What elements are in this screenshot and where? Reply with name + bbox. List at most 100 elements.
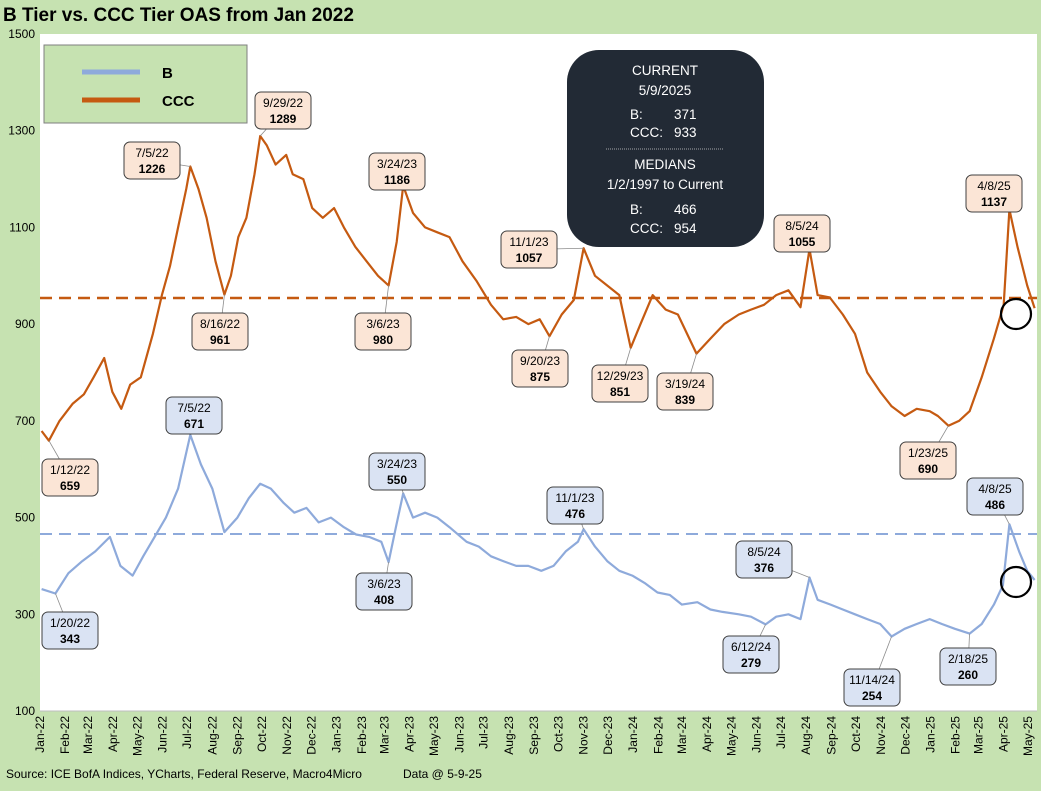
annotation-date: 1/23/25	[908, 446, 948, 460]
x-tick-label: Dec-22	[304, 716, 318, 755]
annotation-date: 7/5/22	[177, 401, 211, 415]
y-tick-label: 1500	[8, 27, 35, 41]
x-tick-label: May-25	[1021, 716, 1035, 756]
info-b-median-value: 466	[674, 202, 697, 217]
annotation-box	[165, 396, 223, 435]
annotation-box	[511, 349, 569, 388]
x-tick-label: Jan-25	[924, 716, 938, 753]
annotation-box	[939, 647, 997, 686]
annotation-box	[123, 141, 181, 180]
annotation-value: 376	[754, 561, 774, 575]
annotation-box	[191, 312, 249, 351]
annotation-value: 254	[862, 689, 882, 703]
y-tick-label: 500	[15, 511, 35, 525]
data-date-note: Data @ 5-9-25	[403, 767, 482, 781]
info-medians-range: 1/2/1997 to Current	[607, 177, 724, 192]
info-medians-heading: MEDIANS	[634, 157, 696, 172]
source-note: Source: ICE BofA Indices, YCharts, Feder…	[6, 767, 362, 781]
median-lines	[40, 296, 1037, 536]
annotation-box	[41, 611, 99, 650]
x-tick-label: Sep-23	[527, 716, 541, 755]
x-tick-label: Nov-23	[577, 716, 591, 755]
annotation-value: 671	[184, 417, 204, 431]
info-ccc-value: 933	[674, 125, 697, 140]
annotation-box	[368, 152, 426, 191]
annotation-date: 3/24/23	[377, 457, 417, 471]
x-tick-label: Feb-25	[949, 716, 963, 754]
legend: B CCC	[43, 44, 248, 124]
legend-b-label: B	[162, 65, 173, 82]
annotation-value: 961	[210, 333, 230, 347]
info-b-value: 371	[674, 107, 697, 122]
x-tick-label: Feb-22	[58, 716, 72, 754]
annotation-date: 6/12/24	[731, 640, 771, 654]
y-tick-label: 1100	[9, 220, 35, 234]
x-tick-label: Mar-24	[675, 716, 689, 754]
x-tick-label: Apr-24	[700, 716, 714, 752]
x-tick-label: Jan-23	[330, 716, 344, 753]
annotation-box	[254, 91, 312, 130]
annotation-value: 550	[387, 473, 407, 487]
info-ccc-median-label: CCC:	[630, 221, 663, 236]
x-tick-label: Aug-23	[502, 716, 516, 755]
annotation-value: 476	[565, 507, 585, 521]
y-tick-label: 900	[15, 317, 35, 331]
annotation-value: 1137	[981, 195, 1007, 209]
info-b-median-label: B:	[630, 202, 643, 217]
x-tick-label: Apr-23	[403, 716, 417, 752]
annotation-date: 1/12/22	[50, 463, 90, 477]
annotation-box	[965, 174, 1023, 213]
annotation-box	[355, 572, 413, 611]
x-tick-label: Apr-25	[997, 716, 1011, 752]
annotation-value: 408	[374, 593, 394, 607]
annotation-box	[656, 372, 714, 411]
x-tick-label: Sep-24	[824, 716, 838, 755]
x-tick-label: Dec-23	[601, 716, 615, 755]
annotation-box	[591, 364, 649, 403]
annotation-value: 1289	[270, 112, 297, 126]
info-b-label: B:	[630, 107, 643, 122]
annotation-value: 486	[985, 498, 1005, 512]
annotation-box	[368, 452, 426, 491]
annotation-box	[354, 312, 412, 351]
annotation-value: 851	[610, 385, 630, 399]
annotation-box	[41, 458, 99, 497]
annotation-value: 1186	[384, 173, 410, 187]
x-tick-label: May-22	[131, 716, 145, 756]
x-tick-label: Jan-24	[626, 716, 640, 753]
annotation-value: 343	[60, 632, 80, 646]
x-tick-label: Mar-22	[81, 716, 95, 754]
info-box-bg	[567, 50, 764, 247]
x-tick-label: Sep-22	[230, 716, 244, 755]
annotation-value: 260	[958, 668, 978, 682]
x-tick-label: Oct-22	[255, 716, 269, 752]
x-tick-label: Oct-24	[849, 716, 863, 752]
x-tick-label: Mar-23	[378, 716, 392, 754]
annotation-date: 2/18/25	[948, 652, 988, 666]
x-tick-label: Jul-23	[477, 716, 491, 749]
legend-ccc-label: CCC	[162, 93, 195, 110]
annotation-box	[500, 230, 558, 269]
x-tick-label: Feb-24	[651, 716, 665, 754]
annotation-value: 279	[741, 656, 761, 670]
annotation-date: 3/6/23	[367, 577, 401, 591]
ccc-current-highlight	[999, 297, 1033, 331]
annotations: 1/12/22 659 7/5/22 1226 9/29/22 1289 8/16/22 96…	[41, 91, 1024, 707]
y-axis: 100 300 500 700 900 1100 1300 1500	[8, 27, 35, 718]
annotation-box	[735, 540, 793, 579]
x-tick-label: Feb-23	[355, 716, 369, 754]
x-tick-label: Nov-24	[874, 716, 888, 755]
x-tick-label: Jul-24	[774, 716, 788, 749]
info-ccc-label: CCC:	[630, 125, 663, 140]
annotation-value: 690	[918, 462, 938, 476]
annotation-date: 8/5/24	[785, 219, 819, 233]
annotation-date: 1/20/22	[50, 616, 90, 630]
info-box: CURRENT 5/9/2025 B: 371 CCC: 933 MEDIANS…	[567, 50, 764, 247]
b-series-line	[41, 433, 1036, 638]
annotation-box	[843, 668, 901, 707]
annotation-date: 11/1/23	[555, 491, 594, 505]
annotation-date: 12/29/23	[597, 369, 644, 383]
x-tick-label: Apr-22	[106, 716, 120, 752]
annotation-date: 8/5/24	[747, 545, 781, 559]
annotation-date: 11/14/24	[849, 673, 895, 687]
